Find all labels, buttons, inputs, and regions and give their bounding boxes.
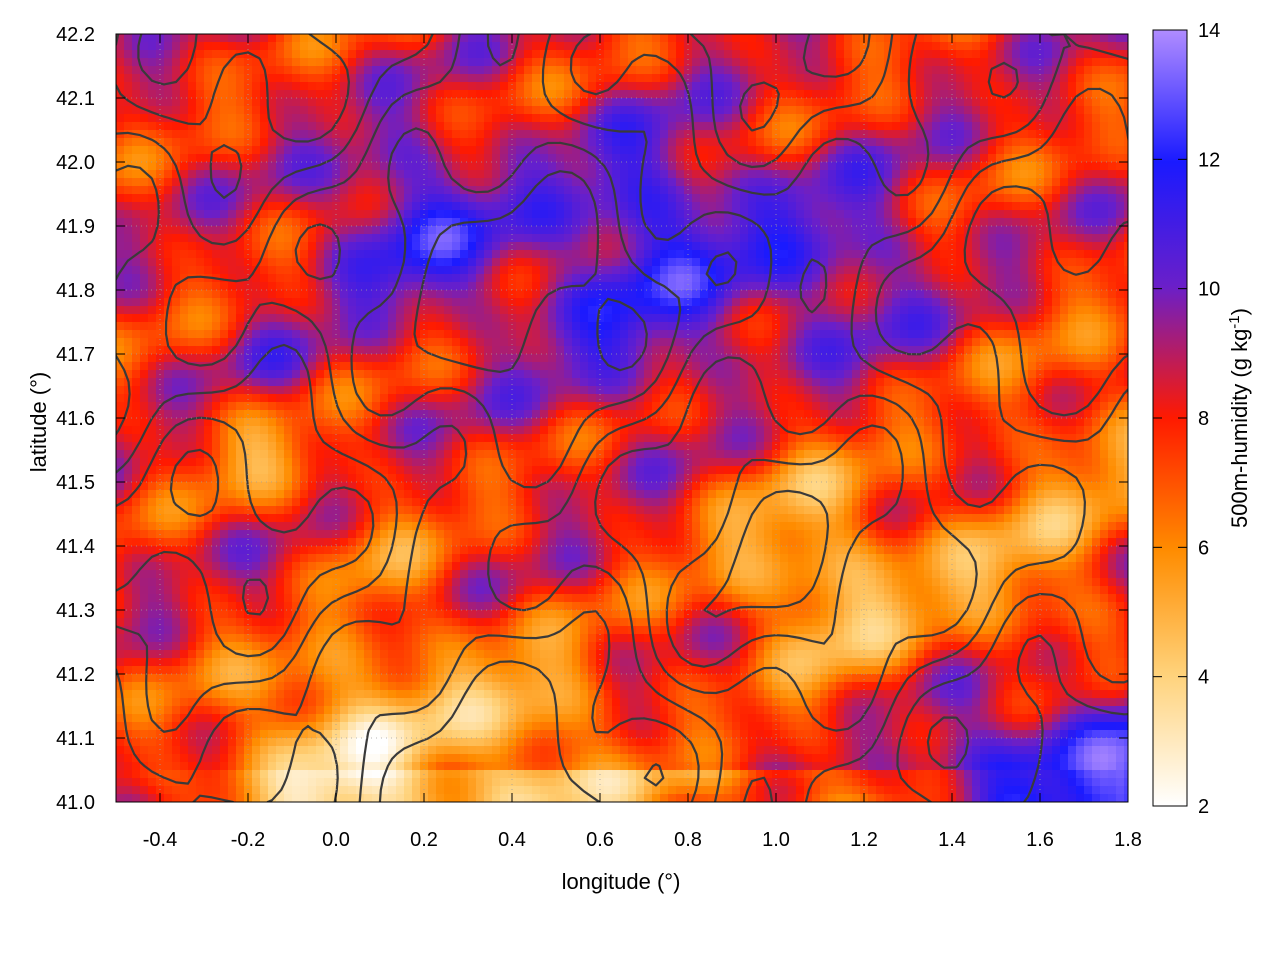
colorbar-tick-label: 4: [1198, 667, 1209, 689]
x-tick-label: 1.8: [1114, 829, 1142, 851]
colorbar-label: 500m-humidity (g kg-1): [1226, 308, 1253, 528]
colorbar-tick-label: 6: [1198, 537, 1209, 559]
y-tick-label: 41.7: [56, 344, 95, 366]
x-tick-label: -0.4: [143, 829, 177, 851]
y-tick-label: 41.6: [56, 408, 95, 430]
colorbar-tick-label: 12: [1198, 149, 1220, 171]
x-tick-label: 1.4: [938, 829, 966, 851]
x-tick-label: 0.8: [674, 829, 702, 851]
humidity-heatmap: [116, 34, 1133, 803]
colorbar-tick-label: 8: [1198, 408, 1209, 430]
y-tick-label: 41.4: [56, 536, 95, 558]
y-tick-label: 41.1: [56, 728, 95, 750]
y-tick-label: 41.2: [56, 664, 95, 686]
y-tick-label: 41.5: [56, 472, 95, 494]
colorbar-tick-label: 2: [1198, 796, 1209, 818]
x-tick-label: 1.6: [1026, 829, 1054, 851]
x-tick-label: 0.0: [322, 829, 350, 851]
x-axis-label: longitude (°): [562, 869, 681, 894]
y-axis-label: latitude (°): [26, 372, 51, 473]
colorbar-tick-label: 14: [1198, 20, 1220, 42]
colorbar-label-superscript: -1: [1226, 315, 1243, 328]
y-tick-label: 41.0: [56, 792, 95, 814]
y-tick-label: 42.1: [56, 88, 95, 110]
y-tick-label: 41.8: [56, 280, 95, 302]
y-tick-label: 41.3: [56, 600, 95, 622]
y-tick-label: 42.0: [56, 152, 95, 174]
x-tick-label: 0.6: [586, 829, 614, 851]
y-tick-label: 41.9: [56, 216, 95, 238]
x-tick-label: 1.2: [850, 829, 878, 851]
y-tick-label: 42.2: [56, 24, 95, 46]
x-tick-label: 0.4: [498, 829, 526, 851]
colorbar-tick-label: 10: [1198, 279, 1220, 301]
x-tick-label: 0.2: [410, 829, 438, 851]
x-tick-label: 1.0: [762, 829, 790, 851]
x-tick-label: -0.2: [231, 829, 265, 851]
